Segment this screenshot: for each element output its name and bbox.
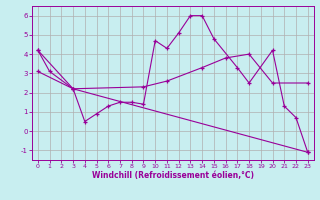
X-axis label: Windchill (Refroidissement éolien,°C): Windchill (Refroidissement éolien,°C) [92, 171, 254, 180]
